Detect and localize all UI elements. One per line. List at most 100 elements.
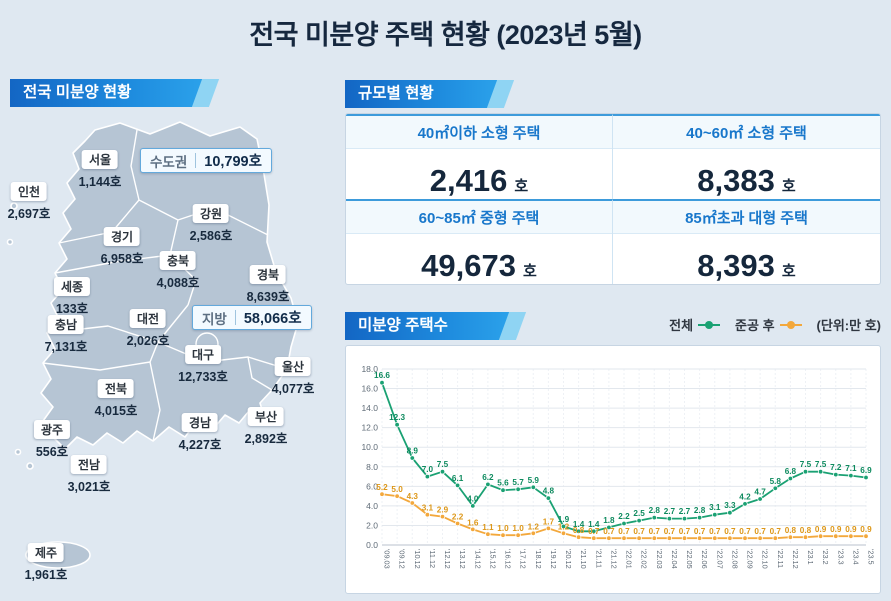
svg-text:'17.12: '17.12 — [519, 549, 528, 569]
svg-text:4.0: 4.0 — [467, 494, 479, 503]
region-count: 6,958호 — [100, 252, 144, 266]
svg-text:0.7: 0.7 — [603, 527, 615, 536]
map-region-11: 전북 4,015호 — [95, 379, 137, 419]
page-title: 전국 미분양 주택 현황 (2023년 5월) — [249, 20, 642, 50]
scale-section-title: 규모별 현황 — [358, 85, 434, 102]
svg-text:'22.04: '22.04 — [670, 549, 679, 569]
map-region-2: 강원 2,586호 — [190, 204, 232, 244]
svg-text:'23.2: '23.2 — [821, 549, 830, 565]
region-count: 133호 — [55, 302, 89, 316]
svg-text:4.7: 4.7 — [754, 488, 766, 497]
region-count: 4,077호 — [271, 382, 315, 396]
svg-text:'22.09: '22.09 — [746, 549, 755, 569]
scale-cell-value: 8,383 호 — [697, 163, 796, 198]
west-islet — [10, 202, 18, 210]
svg-text:0.7: 0.7 — [770, 527, 782, 536]
svg-text:6.8: 6.8 — [785, 467, 797, 476]
chart-legend: 전체 준공 후 (단위:만 호) — [560, 315, 881, 334]
svg-text:1.1: 1.1 — [482, 523, 494, 532]
map-section-title: 전국 미분양 현황 — [23, 84, 132, 101]
svg-text:3.1: 3.1 — [709, 503, 721, 512]
svg-text:7.1: 7.1 — [845, 464, 857, 473]
svg-text:'23.4: '23.4 — [851, 549, 860, 565]
svg-text:'20.12: '20.12 — [564, 549, 573, 569]
svg-text:'09.12: '09.12 — [398, 549, 407, 569]
svg-text:'14.12: '14.12 — [473, 549, 482, 569]
svg-text:7.5: 7.5 — [815, 460, 827, 469]
svg-text:'16.12: '16.12 — [504, 549, 513, 569]
region-count: 2,026호 — [126, 334, 170, 348]
divider — [234, 310, 236, 325]
svg-text:0.9: 0.9 — [830, 525, 842, 534]
svg-text:3.1: 3.1 — [422, 504, 434, 513]
svg-text:2.2: 2.2 — [452, 513, 464, 522]
svg-text:2.5: 2.5 — [633, 509, 645, 518]
svg-text:0.7: 0.7 — [724, 527, 736, 536]
map-region-15: 전남 3,021호 — [67, 455, 111, 495]
svg-text:0.8: 0.8 — [785, 526, 797, 535]
local-region-total: 지방 58,066호 — [192, 305, 312, 330]
svg-text:12.0: 12.0 — [361, 423, 378, 433]
svg-text:2.8: 2.8 — [694, 506, 706, 515]
svg-text:5.9: 5.9 — [528, 476, 540, 485]
svg-text:4.0: 4.0 — [366, 501, 378, 511]
region-name: 경남 — [181, 413, 219, 432]
scale-section-header: 규모별 현황 — [345, 80, 497, 108]
svg-text:'22.08: '22.08 — [730, 549, 739, 569]
region-name: 전남 — [70, 455, 108, 474]
capital-region-total: 수도권 10,799호 — [140, 148, 272, 173]
svg-text:'15.12: '15.12 — [488, 549, 497, 569]
legend-marker-completed — [779, 320, 802, 329]
map-region-6: 세종 133호 — [53, 277, 91, 317]
local-total-value: 58,066호 — [243, 311, 302, 327]
svg-text:'22.01: '22.01 — [625, 549, 634, 569]
svg-text:8.0: 8.0 — [366, 462, 378, 472]
svg-text:5.6: 5.6 — [497, 479, 509, 488]
svg-text:6.0: 6.0 — [366, 481, 378, 491]
map-region-10: 울산 4,077호 — [271, 357, 315, 397]
svg-text:'23.3: '23.3 — [836, 549, 845, 565]
west-islet — [6, 238, 14, 246]
svg-text:'18.12: '18.12 — [534, 549, 543, 569]
svg-text:4.3: 4.3 — [407, 492, 419, 501]
svg-text:2.7: 2.7 — [664, 507, 676, 516]
region-count: 3,021호 — [67, 480, 111, 494]
svg-text:'21.10: '21.10 — [579, 549, 588, 569]
capital-total-label: 수도권 — [150, 154, 188, 170]
region-count: 7,131호 — [44, 340, 88, 354]
svg-text:'21.12: '21.12 — [609, 549, 618, 569]
svg-text:0.9: 0.9 — [815, 525, 827, 534]
map-region-13: 경남 4,227호 — [179, 413, 221, 453]
korea-mainland — [40, 121, 299, 450]
legend-item-completed: 준공 후 — [735, 315, 802, 334]
chart-section-title: 미분양 주택수 — [358, 317, 448, 334]
map-region-5: 경북 8,639호 — [247, 265, 289, 305]
svg-text:'21.11: '21.11 — [594, 549, 603, 568]
unsold-housing-line-chart: 0.0 2.0 4.0 6.0 8.0 10.0 12.0 14.0 16.0 18.0 '09.0… — [361, 364, 875, 569]
south-islet — [26, 462, 34, 470]
svg-text:1.0: 1.0 — [497, 524, 509, 533]
region-count: 1,144호 — [78, 175, 122, 189]
scale-cell-label: 40㎡이하 소형 주택 — [346, 116, 612, 149]
map-region-4: 충북 4,088호 — [157, 251, 199, 291]
svg-text:1.2: 1.2 — [558, 522, 570, 531]
svg-text:7.5: 7.5 — [437, 460, 449, 469]
region-name: 서울 — [81, 150, 119, 169]
region-count: 1,961호 — [24, 568, 68, 582]
map-section-header: 전국 미분양 현황 — [10, 79, 202, 107]
svg-text:5.8: 5.8 — [770, 477, 782, 486]
svg-text:2.7: 2.7 — [679, 507, 691, 516]
svg-text:7.0: 7.0 — [422, 465, 434, 474]
region-name: 부산 — [247, 407, 285, 426]
region-name: 울산 — [274, 357, 312, 376]
region-name: 광주 — [33, 420, 71, 439]
scale-cell-value: 8,393 호 — [697, 248, 796, 283]
scale-cell-label: 85㎡초과 대형 주택 — [613, 201, 880, 234]
svg-text:6.9: 6.9 — [860, 466, 872, 475]
svg-text:0.7: 0.7 — [649, 527, 661, 536]
legend-item-total: 전체 — [669, 315, 721, 334]
region-name: 강원 — [192, 204, 230, 223]
scale-cell-value: 49,673 호 — [421, 248, 537, 283]
svg-text:0.7: 0.7 — [709, 527, 721, 536]
